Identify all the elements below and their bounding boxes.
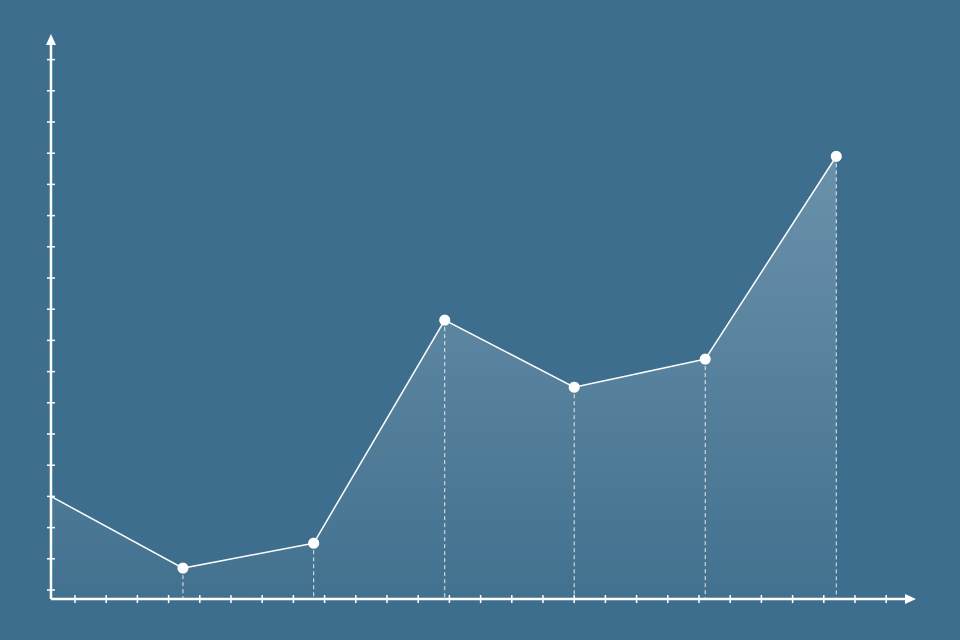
y-axis-arrow [45, 34, 56, 45]
data-point [568, 381, 580, 393]
data-point [177, 562, 189, 574]
x-axis-arrow [905, 594, 916, 605]
data-point [699, 353, 711, 365]
area-fill [50, 156, 837, 600]
data-point [308, 537, 320, 549]
data-point [830, 150, 842, 162]
data-point [439, 314, 451, 326]
